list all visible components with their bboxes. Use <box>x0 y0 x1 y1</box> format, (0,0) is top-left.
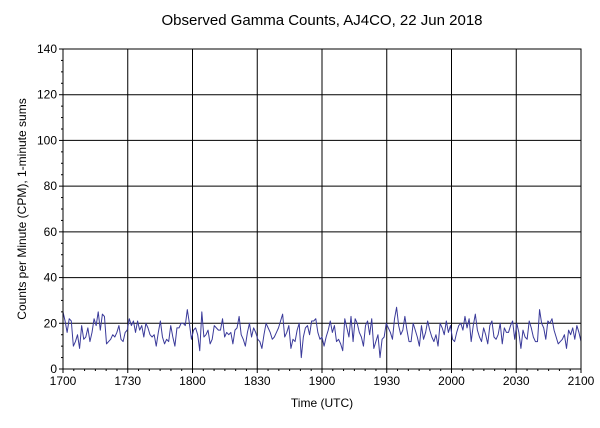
x-tick-label: 1800 <box>179 374 206 388</box>
y-tick-label: 80 <box>44 179 58 193</box>
x-tick-label: 1930 <box>373 374 400 388</box>
x-tick-label: 2030 <box>503 374 530 388</box>
series-line <box>62 306 582 359</box>
x-axis-label: Time (UTC) <box>291 396 353 410</box>
y-axis-ticks: 0 20 40 60 80 100 120 140 <box>37 42 63 376</box>
grid <box>62 48 582 370</box>
chart-title: Observed Gamma Counts, AJ4CO, 22 Jun 201… <box>162 12 483 29</box>
x-tick-label: 1900 <box>309 374 336 388</box>
x-axis-ticks: 1700 1730 1800 1830 1900 1930 2000 2030 2100 <box>50 369 595 388</box>
x-tick-label: 1700 <box>50 374 77 388</box>
x-tick-label: 2100 <box>568 374 595 388</box>
y-tick-label: 60 <box>44 225 58 239</box>
y-axis-label: Counts per Minute (CPM), 1-minute sums <box>15 98 29 319</box>
plot-frame <box>62 48 582 370</box>
y-tick-label: 40 <box>44 271 58 285</box>
series-layer <box>62 306 582 359</box>
y-tick-label: 140 <box>37 42 57 56</box>
y-tick-label: 0 <box>50 362 57 376</box>
y-tick-label: 120 <box>37 88 57 102</box>
y-tick-label: 20 <box>44 316 58 330</box>
y-tick-label: 100 <box>37 133 57 147</box>
x-tick-label: 2000 <box>438 374 465 388</box>
x-tick-label: 1830 <box>244 374 271 388</box>
x-tick-label: 1730 <box>114 374 141 388</box>
